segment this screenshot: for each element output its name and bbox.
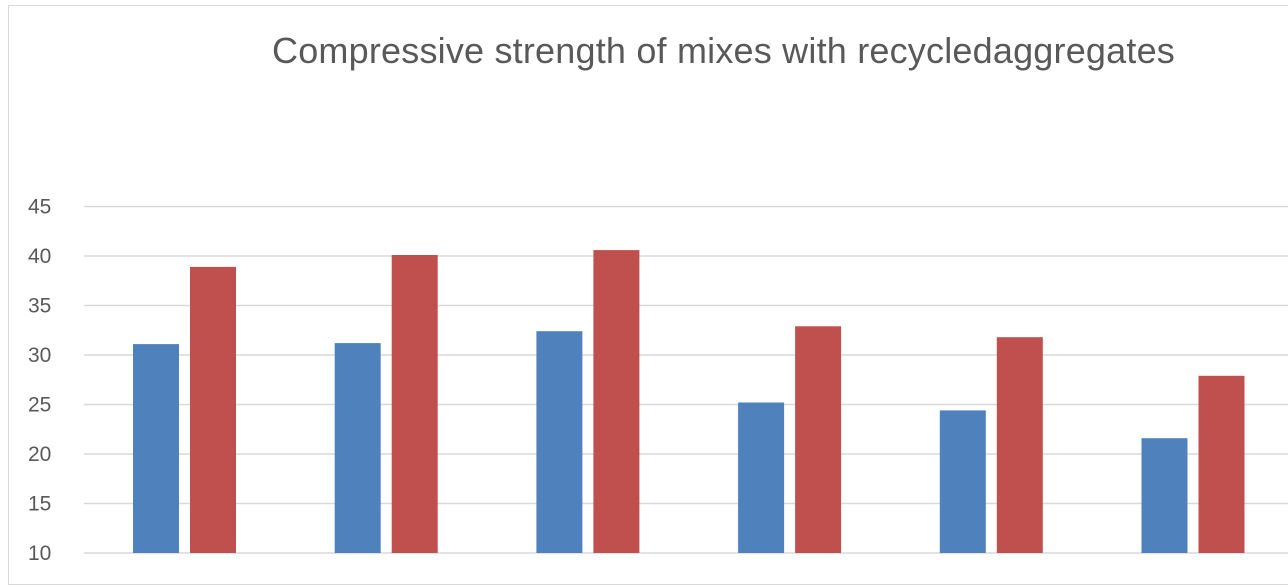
bar-series1-group1 — [133, 344, 179, 553]
bar-series2-group5 — [996, 337, 1043, 553]
bar-series1-group4 — [738, 402, 785, 553]
chart-title: Compressive strength of mixes with recyc… — [272, 30, 1175, 71]
bar-series2-group3 — [593, 250, 640, 553]
bar-series1-group2 — [334, 343, 381, 553]
bar-series2-group4 — [795, 326, 842, 553]
gridlines — [84, 205, 1288, 554]
y-tick-label-30: 30 — [28, 344, 51, 367]
y-tick-label-40: 40 — [28, 245, 51, 268]
y-tick-label-35: 35 — [28, 295, 51, 318]
y-tick-label-20: 20 — [28, 443, 51, 466]
y-tick-label-10: 10 — [28, 542, 51, 565]
bar-series2-group2 — [391, 255, 438, 553]
bar-series2-group1 — [190, 266, 236, 553]
y-tick-label-45: 45 — [28, 196, 51, 219]
bars — [133, 250, 1245, 553]
y-axis-tick-labels: 10 15 20 25 30 35 40 45 — [28, 196, 51, 566]
bar-series1-group3 — [536, 331, 583, 553]
bar-series1-group6 — [1141, 438, 1188, 553]
bar-series1-group5 — [939, 410, 986, 553]
y-tick-label-25: 25 — [28, 394, 51, 417]
y-tick-label-15: 15 — [28, 493, 51, 516]
bar-series2-group6 — [1198, 375, 1245, 553]
